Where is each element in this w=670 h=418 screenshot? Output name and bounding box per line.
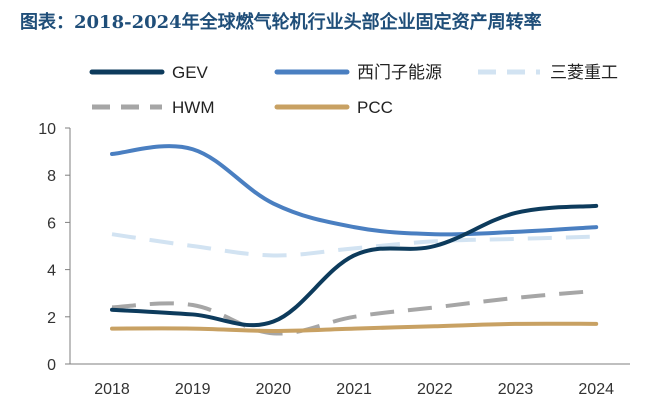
x-tick-label: 2021 [336, 381, 372, 398]
x-tick-label: 2018 [94, 381, 130, 398]
legend-label: PCC [357, 98, 393, 117]
series-line-3 [111, 232, 597, 258]
y-tick-label: 0 [47, 357, 56, 374]
y-tick-label: 10 [38, 121, 56, 138]
x-tick-label: 2022 [417, 381, 453, 398]
x-axis: 2018 2019 2020 2021 2022 2023 2024 [70, 363, 630, 398]
series-line-5 [110, 321, 599, 333]
series-line-4 [111, 288, 597, 336]
legend-label: 三菱重工 [550, 63, 618, 82]
x-tick-label: 2023 [498, 381, 534, 398]
plot-area [110, 144, 599, 336]
legend-label: HWM [172, 98, 214, 117]
y-tick-label: 8 [47, 168, 56, 185]
x-tick-label: 2020 [256, 381, 292, 398]
legend-label: GEV [172, 63, 209, 82]
y-tick-label: 2 [47, 310, 56, 327]
series-line-2 [110, 144, 599, 237]
x-tick-label: 2024 [578, 381, 614, 398]
legend: GEV 西门子能源 三菱重工 HWM PCC [89, 63, 618, 117]
x-tick-label: 2019 [175, 381, 211, 398]
chart-title: 图表：2018-2024年全球燃气轮机行业头部企业固定资产周转率 [20, 12, 542, 33]
y-axis: 0 2 4 6 8 10 [38, 121, 71, 374]
legend-label: 西门子能源 [357, 63, 442, 82]
y-tick-label: 4 [47, 263, 56, 280]
series-line-1 [110, 203, 599, 328]
y-tick-label: 6 [47, 215, 56, 232]
